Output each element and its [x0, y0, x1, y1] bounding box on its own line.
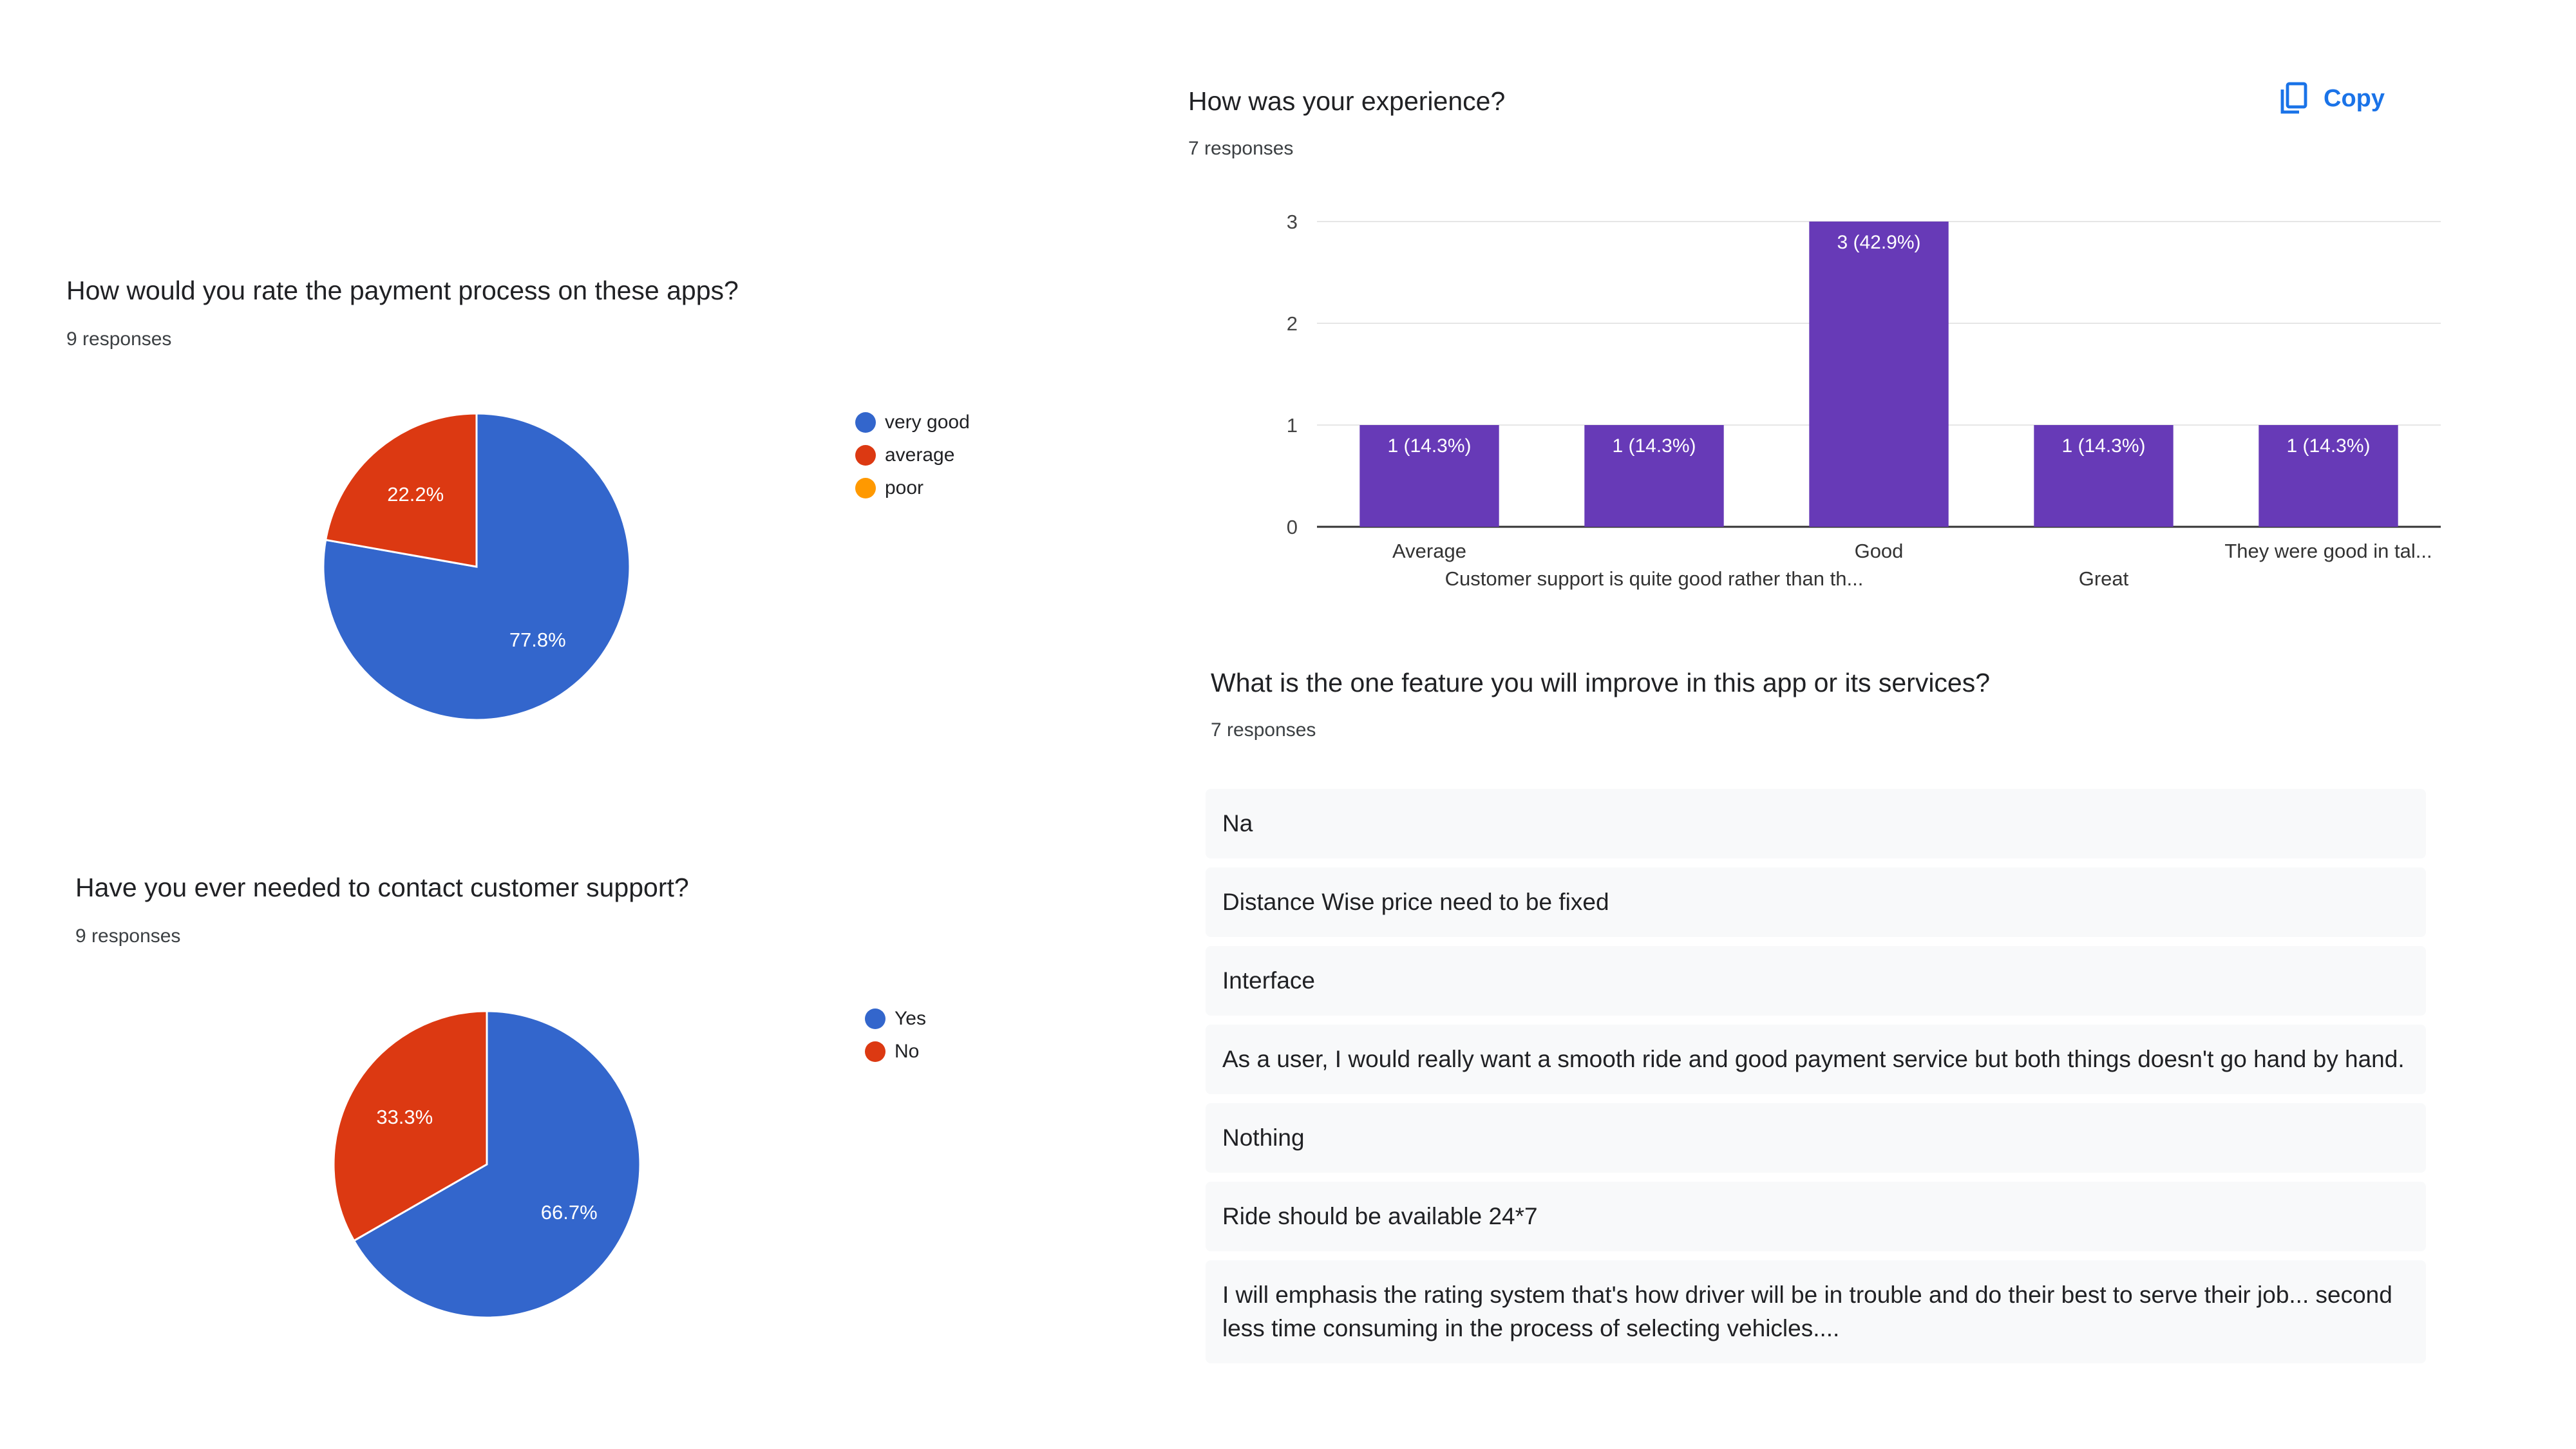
payment-legend-label: average — [885, 444, 955, 466]
experience-category-label: Average — [1392, 540, 1466, 562]
payment-pie-chart: 77.8% 22.2% — [322, 412, 631, 721]
copy-label: Copy — [2324, 84, 2385, 112]
support-legend-swatch — [865, 1008, 886, 1029]
payment-legend-label: poor — [885, 477, 924, 498]
response-item: Interface — [1206, 946, 2426, 1016]
experience-bar — [1584, 425, 1724, 527]
experience-bar — [1809, 222, 1949, 527]
experience-data-label: 3 (42.9%) — [1837, 232, 1920, 253]
support-slice-label: 33.3% — [376, 1106, 433, 1128]
payment-legend-swatch — [855, 477, 876, 498]
payment-legend-item: very good — [855, 406, 970, 439]
support-slice-yes — [352, 1010, 641, 1319]
experience-ytick-label: 2 — [1287, 312, 1298, 335]
support-slice-no — [332, 1010, 488, 1242]
response-item: Ride should be available 24*7 — [1206, 1182, 2426, 1251]
experience-category-label: Good — [1855, 540, 1904, 562]
payment-question-title: How would you rate the payment process o… — [66, 276, 739, 305]
experience-category-label: They were good in tal... — [2224, 540, 2432, 562]
feature-response-list: Na Distance Wise price need to be fixed In… — [1206, 789, 2426, 1372]
support-response-count: 9 responses — [75, 925, 181, 947]
feature-question-title: What is the one feature you will improve… — [1211, 668, 1991, 697]
payment-response-count: 9 responses — [66, 328, 172, 350]
response-item: I will emphasis the rating system that's… — [1206, 1260, 2426, 1363]
response-item: Nothing — [1206, 1103, 2426, 1173]
payment-slice-average — [324, 412, 478, 568]
copy-icon — [2280, 82, 2307, 114]
experience-data-label: 1 (14.3%) — [2061, 435, 2145, 457]
support-legend: Yes No — [865, 1002, 926, 1068]
support-legend-item: No — [865, 1035, 926, 1068]
support-pie-chart: 66.7% 33.3% — [332, 1010, 641, 1319]
experience-category-label: Customer support is quite good rather th… — [1445, 567, 1864, 590]
support-question-title: Have you ever needed to contact customer… — [75, 873, 689, 902]
response-item: Na — [1206, 789, 2426, 858]
experience-bar — [2034, 425, 2174, 527]
payment-legend-item: average — [855, 439, 970, 471]
experience-bar-chart: 0 1 2 3 1 (14.3%) Average 1 (14.3%) Customer su… — [1287, 211, 2441, 590]
experience-data-label: 1 (14.3%) — [1387, 435, 1471, 457]
support-legend-label: Yes — [895, 1007, 926, 1029]
experience-bar — [1359, 425, 1499, 527]
support-legend-swatch — [865, 1041, 886, 1062]
experience-ytick-label: 1 — [1287, 414, 1298, 437]
payment-legend: very good average poor — [855, 406, 970, 504]
feature-response-count: 7 responses — [1211, 719, 1316, 741]
copy-chart-button[interactable]: Copy — [2280, 76, 2385, 121]
experience-data-label: 1 (14.3%) — [1612, 435, 1696, 457]
payment-slice-label: 22.2% — [387, 483, 444, 506]
experience-ytick-label: 0 — [1287, 516, 1298, 538]
payment-legend-swatch — [855, 412, 876, 433]
experience-ytick-label: 3 — [1287, 211, 1298, 233]
support-legend-item: Yes — [865, 1002, 926, 1035]
experience-category-label: Great — [2079, 567, 2129, 590]
payment-legend-swatch — [855, 444, 876, 466]
payment-legend-label: very good — [885, 411, 970, 433]
payment-slice-label: 77.8% — [509, 629, 566, 651]
support-slice-label: 66.7% — [541, 1201, 598, 1224]
experience-response-count: 7 responses — [1188, 138, 1294, 159]
response-item: Distance Wise price need to be fixed — [1206, 867, 2426, 937]
payment-legend-item: poor — [855, 471, 970, 504]
response-item: As a user, I would really want a smooth … — [1206, 1025, 2426, 1094]
experience-data-label: 1 (14.3%) — [2286, 435, 2370, 457]
support-legend-label: No — [895, 1040, 920, 1062]
experience-bar — [2259, 425, 2398, 527]
experience-question-title: How was your experience? — [1188, 86, 1506, 116]
